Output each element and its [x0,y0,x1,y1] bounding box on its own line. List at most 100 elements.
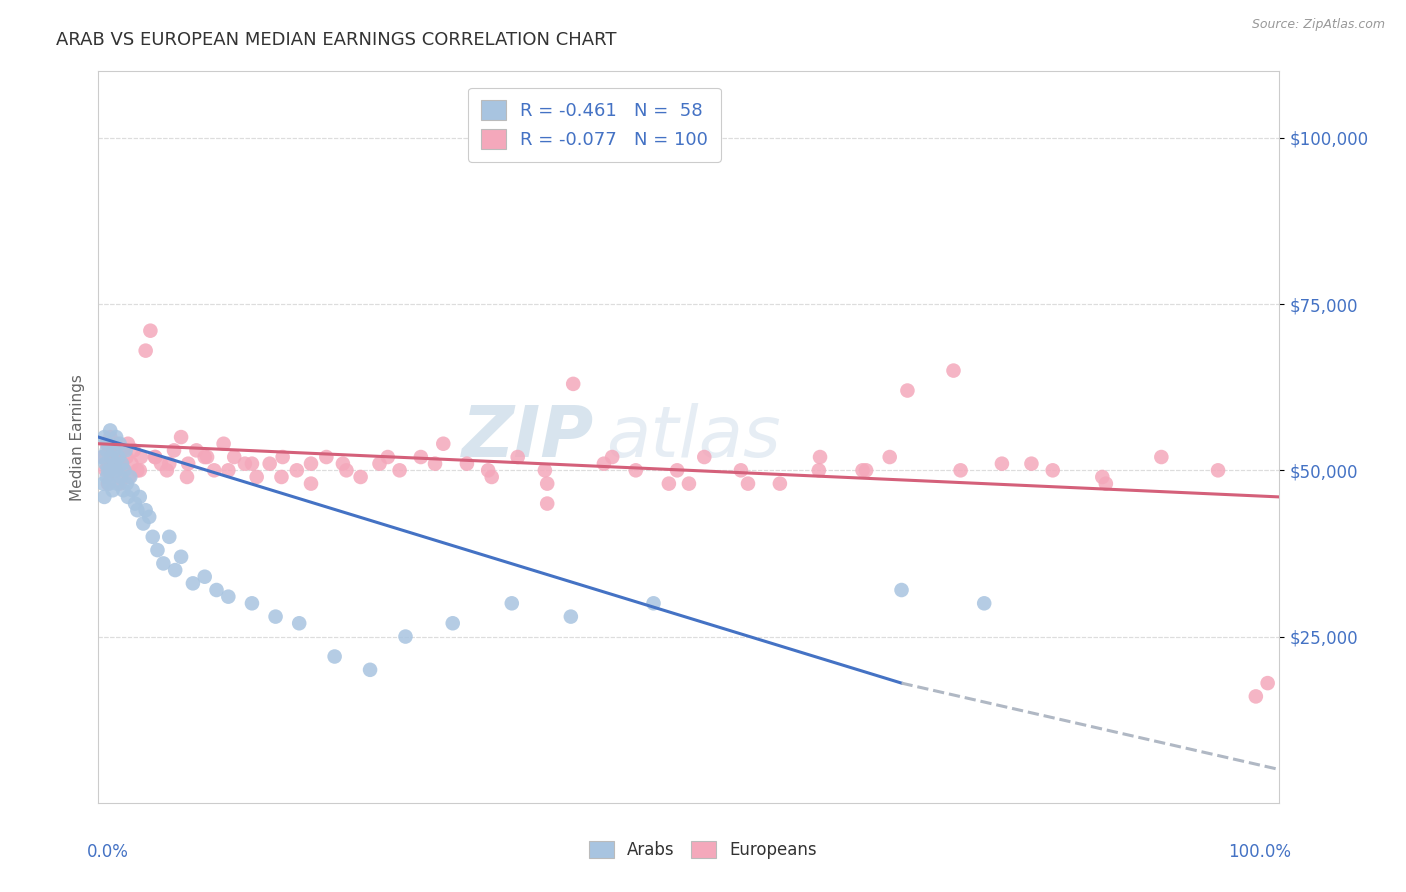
Point [142,530,165,544]
Point [117,436,139,450]
Point [91,450,114,464]
Point [127,463,149,477]
Point [240,596,263,610]
Point [115,476,138,491]
Point [368,457,391,471]
Point [157,530,180,544]
Point [150,457,173,471]
Point [194,570,217,584]
Point [105,436,128,450]
Point [1244,690,1267,704]
Point [110,470,132,484]
Point [98,476,121,491]
Point [101,450,124,464]
Point [181,576,204,591]
Point [108,450,131,464]
Point [96,470,118,484]
Point [143,450,166,464]
Point [737,476,759,491]
Point [104,443,127,458]
Y-axis label: Median Earnings: Median Earnings [69,374,84,500]
Point [135,343,157,358]
Point [666,463,689,477]
Point [132,516,155,531]
Point [96,443,118,458]
Point [105,463,128,477]
Point [105,430,128,444]
Point [194,450,217,464]
Point [98,463,121,477]
Point [879,450,901,464]
Point [359,663,381,677]
Point [288,616,311,631]
Point [100,450,122,464]
Point [98,443,121,458]
Point [1042,463,1064,477]
Point [111,457,134,471]
Text: Source: ZipAtlas.com: Source: ZipAtlas.com [1251,18,1385,31]
Point [97,436,120,450]
Point [118,470,141,484]
Point [176,470,198,484]
Point [332,457,354,471]
Point [593,457,616,471]
Point [477,463,499,477]
Point [170,430,193,444]
Point [600,450,623,464]
Point [156,463,179,477]
Point [335,463,357,477]
Point [807,463,830,477]
Point [562,376,585,391]
Point [851,463,873,477]
Point [1021,457,1043,471]
Point [456,457,478,471]
Point [441,616,464,631]
Point [195,450,218,464]
Point [506,450,529,464]
Point [949,463,972,477]
Point [121,457,143,471]
Point [100,470,122,484]
Point [896,384,918,398]
Point [536,476,558,491]
Point [146,543,169,558]
Point [1150,450,1173,464]
Text: atlas: atlas [606,402,780,472]
Point [349,470,371,484]
Point [1091,470,1114,484]
Point [323,649,346,664]
Point [423,457,446,471]
Point [108,476,131,491]
Point [501,596,523,610]
Point [643,596,665,610]
Point [97,457,120,471]
Point [177,457,200,471]
Point [186,443,208,458]
Point [808,450,831,464]
Point [315,450,337,464]
Point [890,582,912,597]
Point [101,483,124,498]
Point [270,470,292,484]
Point [246,470,269,484]
Point [129,450,152,464]
Point [122,443,145,458]
Point [139,324,162,338]
Point [217,590,239,604]
Point [98,430,121,444]
Point [259,457,281,471]
Point [388,463,411,477]
Point [128,490,150,504]
Point [658,476,681,491]
Point [212,436,235,450]
Point [394,630,416,644]
Point [624,463,647,477]
Point [103,443,125,458]
Point [1095,476,1118,491]
Point [157,457,180,471]
Point [108,436,131,450]
Point [128,463,150,477]
Point [110,457,132,471]
Text: ARAB VS EUROPEAN MEDIAN EARNINGS CORRELATION CHART: ARAB VS EUROPEAN MEDIAN EARNINGS CORRELA… [56,31,617,49]
Point [855,463,877,477]
